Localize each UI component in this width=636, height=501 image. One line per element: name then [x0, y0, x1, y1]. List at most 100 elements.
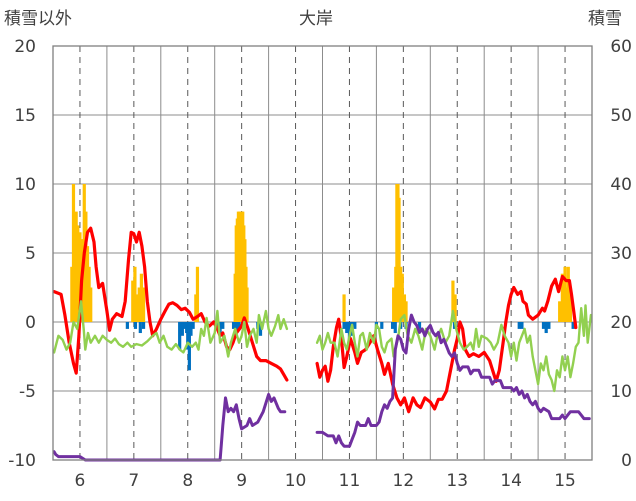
blue-bar [234, 322, 238, 334]
y-right-tick-label: 40 [610, 175, 632, 195]
blue-bar [133, 322, 138, 329]
blue-bar [141, 322, 146, 329]
blue-bar [221, 322, 225, 329]
y-right-tick-label: 60 [610, 37, 632, 57]
x-tick-label: 8 [182, 471, 193, 491]
x-tick-label: 10 [285, 471, 307, 491]
y-right-tick-label: 10 [610, 382, 632, 402]
blue-bar [218, 322, 222, 334]
x-tick-label: 12 [393, 471, 415, 491]
orange-bar [399, 266, 403, 322]
x-tick-label: 14 [500, 471, 522, 491]
orange-bar [245, 287, 249, 322]
purple-series-line [315, 313, 591, 448]
blue-bar [231, 322, 236, 329]
blue-bar [178, 322, 182, 350]
orange-bar [133, 266, 137, 322]
orange-bar [402, 294, 407, 322]
green-series-line [52, 300, 289, 358]
red-series-line [52, 226, 289, 382]
y-left-tick-label: 15 [14, 106, 36, 126]
blue-bar [417, 322, 422, 329]
blue-bar [189, 322, 193, 336]
orange-bar [78, 232, 82, 322]
blue-bar [345, 322, 349, 334]
blue-bar [571, 322, 575, 329]
orange-bar [560, 273, 564, 322]
blue-bar [393, 322, 397, 334]
orange-bar [195, 266, 200, 322]
orange-bar [139, 273, 143, 322]
orange-bar [76, 225, 80, 322]
orange-bar [194, 294, 198, 322]
blue-bar [353, 322, 357, 329]
blue-bar [180, 322, 184, 336]
orange-bar [84, 211, 88, 322]
x-tick-label: 9 [236, 471, 247, 491]
orange-bar [89, 287, 93, 322]
x-tick-label: 11 [339, 471, 361, 491]
orange-bar [568, 294, 573, 322]
right-axis-title: 積雪 [588, 9, 622, 29]
orange-bar [72, 218, 77, 322]
orange-bar [566, 266, 570, 322]
blue-bar [390, 322, 395, 329]
orange-bar [342, 294, 346, 322]
y-right-tick-label: 0 [621, 451, 632, 471]
orange-bar [74, 211, 78, 322]
orange-bar [400, 273, 404, 322]
blue-bar [520, 322, 524, 329]
orange-bar [565, 287, 569, 322]
blue-bar [138, 322, 142, 334]
orange-bar [392, 287, 396, 322]
x-tick-label: 7 [128, 471, 139, 491]
blue-bar [342, 322, 346, 329]
blue-bar [186, 322, 190, 350]
orange-bar [131, 280, 135, 322]
orange-bar [451, 280, 455, 322]
blue-bar [380, 322, 384, 329]
orange-bar [135, 294, 139, 322]
x-tick-label: 15 [554, 471, 576, 491]
orange-bar [558, 301, 562, 322]
blue-bar [125, 322, 129, 329]
y-left-tick-label: 5 [25, 244, 36, 264]
blue-bar [258, 322, 263, 336]
blue-bar [187, 322, 191, 371]
blue-bar [517, 322, 521, 329]
y-left-tick-label: 20 [14, 37, 36, 57]
orange-bar [397, 197, 401, 322]
y-right-tick-label: 30 [610, 244, 632, 264]
orange-bar [70, 266, 74, 322]
chart-title: 大岸 [299, 9, 333, 29]
gridlines [53, 45, 592, 461]
purple-series-line [52, 392, 287, 462]
plot-area-border [52, 45, 593, 461]
bar-series [70, 184, 575, 371]
left-axis-title: 積雪以外 [4, 9, 72, 29]
y-right-tick-label: 50 [610, 106, 632, 126]
orange-bar [404, 301, 408, 322]
y-right-tick-label: 20 [610, 313, 632, 333]
blue-bar [182, 322, 187, 329]
orange-bar [141, 287, 146, 322]
orange-bar [137, 287, 141, 322]
blue-bar [541, 322, 546, 329]
blue-bar [237, 322, 241, 329]
y-left-tick-label: -10 [8, 451, 36, 471]
green-series-line [315, 304, 593, 393]
y-left-tick-label: -5 [19, 382, 36, 402]
y-left-tick-label: 10 [14, 175, 36, 195]
blue-bar [547, 322, 551, 329]
blue-bar [215, 322, 219, 329]
red-series-line [315, 274, 578, 414]
orange-bar [87, 266, 91, 322]
orange-bar [85, 246, 90, 322]
y-left-tick-label: 0 [25, 313, 36, 333]
blue-bar [191, 322, 195, 329]
x-tick-label: 6 [75, 471, 86, 491]
line-series [52, 226, 593, 462]
orange-bar [563, 266, 567, 322]
